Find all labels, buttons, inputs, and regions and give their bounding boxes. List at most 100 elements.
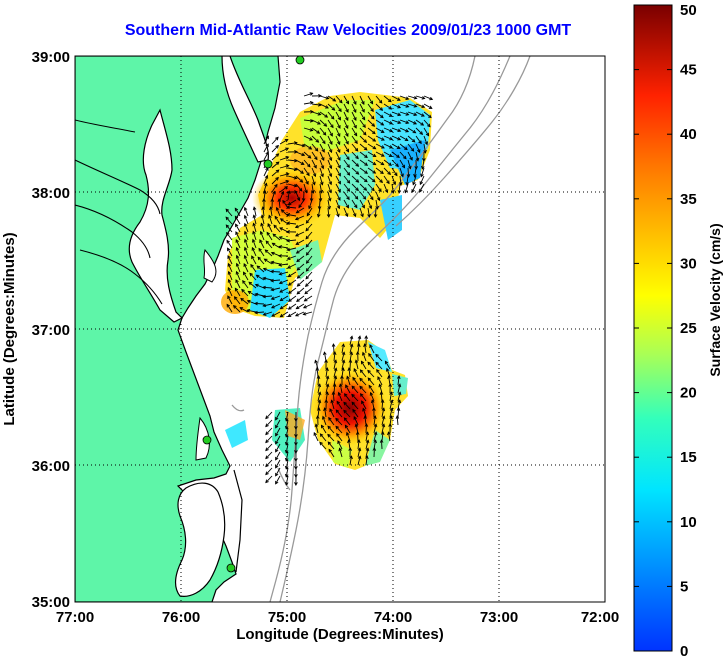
velocity-arrow [415,111,425,117]
velocity-arrow [275,443,281,453]
velocity-arrow [399,159,405,168]
velocity-arrow [406,175,409,185]
velocity-arrowhead [345,140,349,145]
velocity-arrowhead [363,139,368,143]
velocity-arrowhead [331,343,336,347]
velocity-arrow [265,475,273,483]
velocity-arrow [248,281,257,289]
velocity-arrow [367,207,370,217]
velocity-arrowhead [305,275,310,280]
velocity-arrowhead [272,233,277,238]
velocity-arrow [361,361,367,370]
velocity-arrowhead [265,471,269,476]
velocity-arrowhead [270,251,275,256]
velocity-arrow [423,111,432,118]
colorbar-tick-label: 35 [680,191,697,208]
velocity-arrow [377,376,383,386]
velocity-arrowhead [244,238,248,243]
velocity-arrow [399,151,407,160]
velocity-arrowhead [419,181,423,186]
velocity-arrowhead [349,343,354,348]
velocity-arrow [396,415,399,426]
velocity-arrowhead [262,276,267,281]
velocity-arrow [383,183,388,193]
velocity-arrow [375,175,383,183]
velocity-arrow [288,287,297,294]
velocity-arrow [359,143,368,151]
velocity-arrowhead [300,170,305,174]
velocity-arrowhead [307,155,312,159]
velocity-arrowhead [330,124,334,129]
velocity-arrowhead [373,439,377,444]
velocity-arrow [375,135,385,141]
velocity-arrow [271,303,281,309]
velocity-arrowhead [412,129,417,134]
velocity-arrow [316,367,319,378]
velocity-arrow [263,303,273,307]
velocity-arrowhead [316,375,321,379]
velocity-arrow [244,239,249,249]
velocity-arrow [375,159,384,166]
velocity-arrow [389,400,393,410]
velocity-arrow [319,95,329,99]
velocity-arrowhead [273,224,278,229]
velocity-arrow [351,385,359,394]
velocity-arrowhead [254,301,258,306]
velocity-arrowhead [326,214,331,218]
velocity-arrow [365,423,367,434]
velocity-arrowhead [346,172,351,176]
velocity-arrow [359,151,368,158]
velocity-arrow [411,183,417,193]
velocity-arrowhead [362,351,366,356]
velocity-arrow [304,287,313,295]
velocity-arrowhead [357,447,362,452]
velocity-arrow [303,311,313,315]
velocity-arrow [341,344,345,354]
velocity-arrow [257,256,265,265]
velocity-arrow [359,167,368,174]
velocity-arrowhead [313,431,317,436]
velocity-arrow [303,167,310,176]
y-axis-label: Latitude (Degrees:Minutes) [1,232,18,425]
velocity-arrowhead [225,208,230,213]
velocity-arrow [343,127,349,137]
velocity-arrow [383,103,392,110]
velocity-arrow [275,475,281,485]
velocity-arrow [296,295,305,302]
velocity-arrowhead [328,149,333,154]
velocity-arrowhead [275,464,279,469]
velocity-arrow [343,119,349,129]
velocity-arrow [351,207,357,217]
velocity-arrow [319,167,324,177]
velocity-arrow [226,304,233,313]
velocity-arrowhead [284,457,289,462]
velocity-arrow [319,127,327,136]
velocity-arrowhead [427,123,431,128]
velocity-arrow [359,386,367,394]
velocity-arrowhead [235,223,239,228]
velocity-arrow [258,248,265,257]
velocity-arrow [233,305,241,313]
velocity-arrow [296,303,305,310]
velocity-arrow [368,353,375,362]
velocity-arrowhead [370,399,375,404]
velocity-arrow [333,376,337,386]
velocity-arrowhead [348,359,353,363]
velocity-arrow [271,295,281,300]
velocity-arrow [375,167,384,174]
velocity-arrow [296,263,305,271]
velocity-arrowhead [368,205,373,210]
velocity-arrow [311,143,319,152]
velocity-arrowhead [369,344,373,348]
velocity-arrow [239,307,249,313]
velocity-arrowhead [249,272,253,277]
velocity-arrowhead [226,303,230,308]
velocity-arrowhead [362,195,367,200]
velocity-arrow [317,408,320,418]
velocity-arrowhead [262,312,267,316]
velocity-arrow [279,246,289,249]
velocity-arrowhead [235,246,240,251]
velocity-arrow [295,175,303,183]
velocity-arrowhead [275,416,279,421]
velocity-arrowhead [408,165,412,170]
